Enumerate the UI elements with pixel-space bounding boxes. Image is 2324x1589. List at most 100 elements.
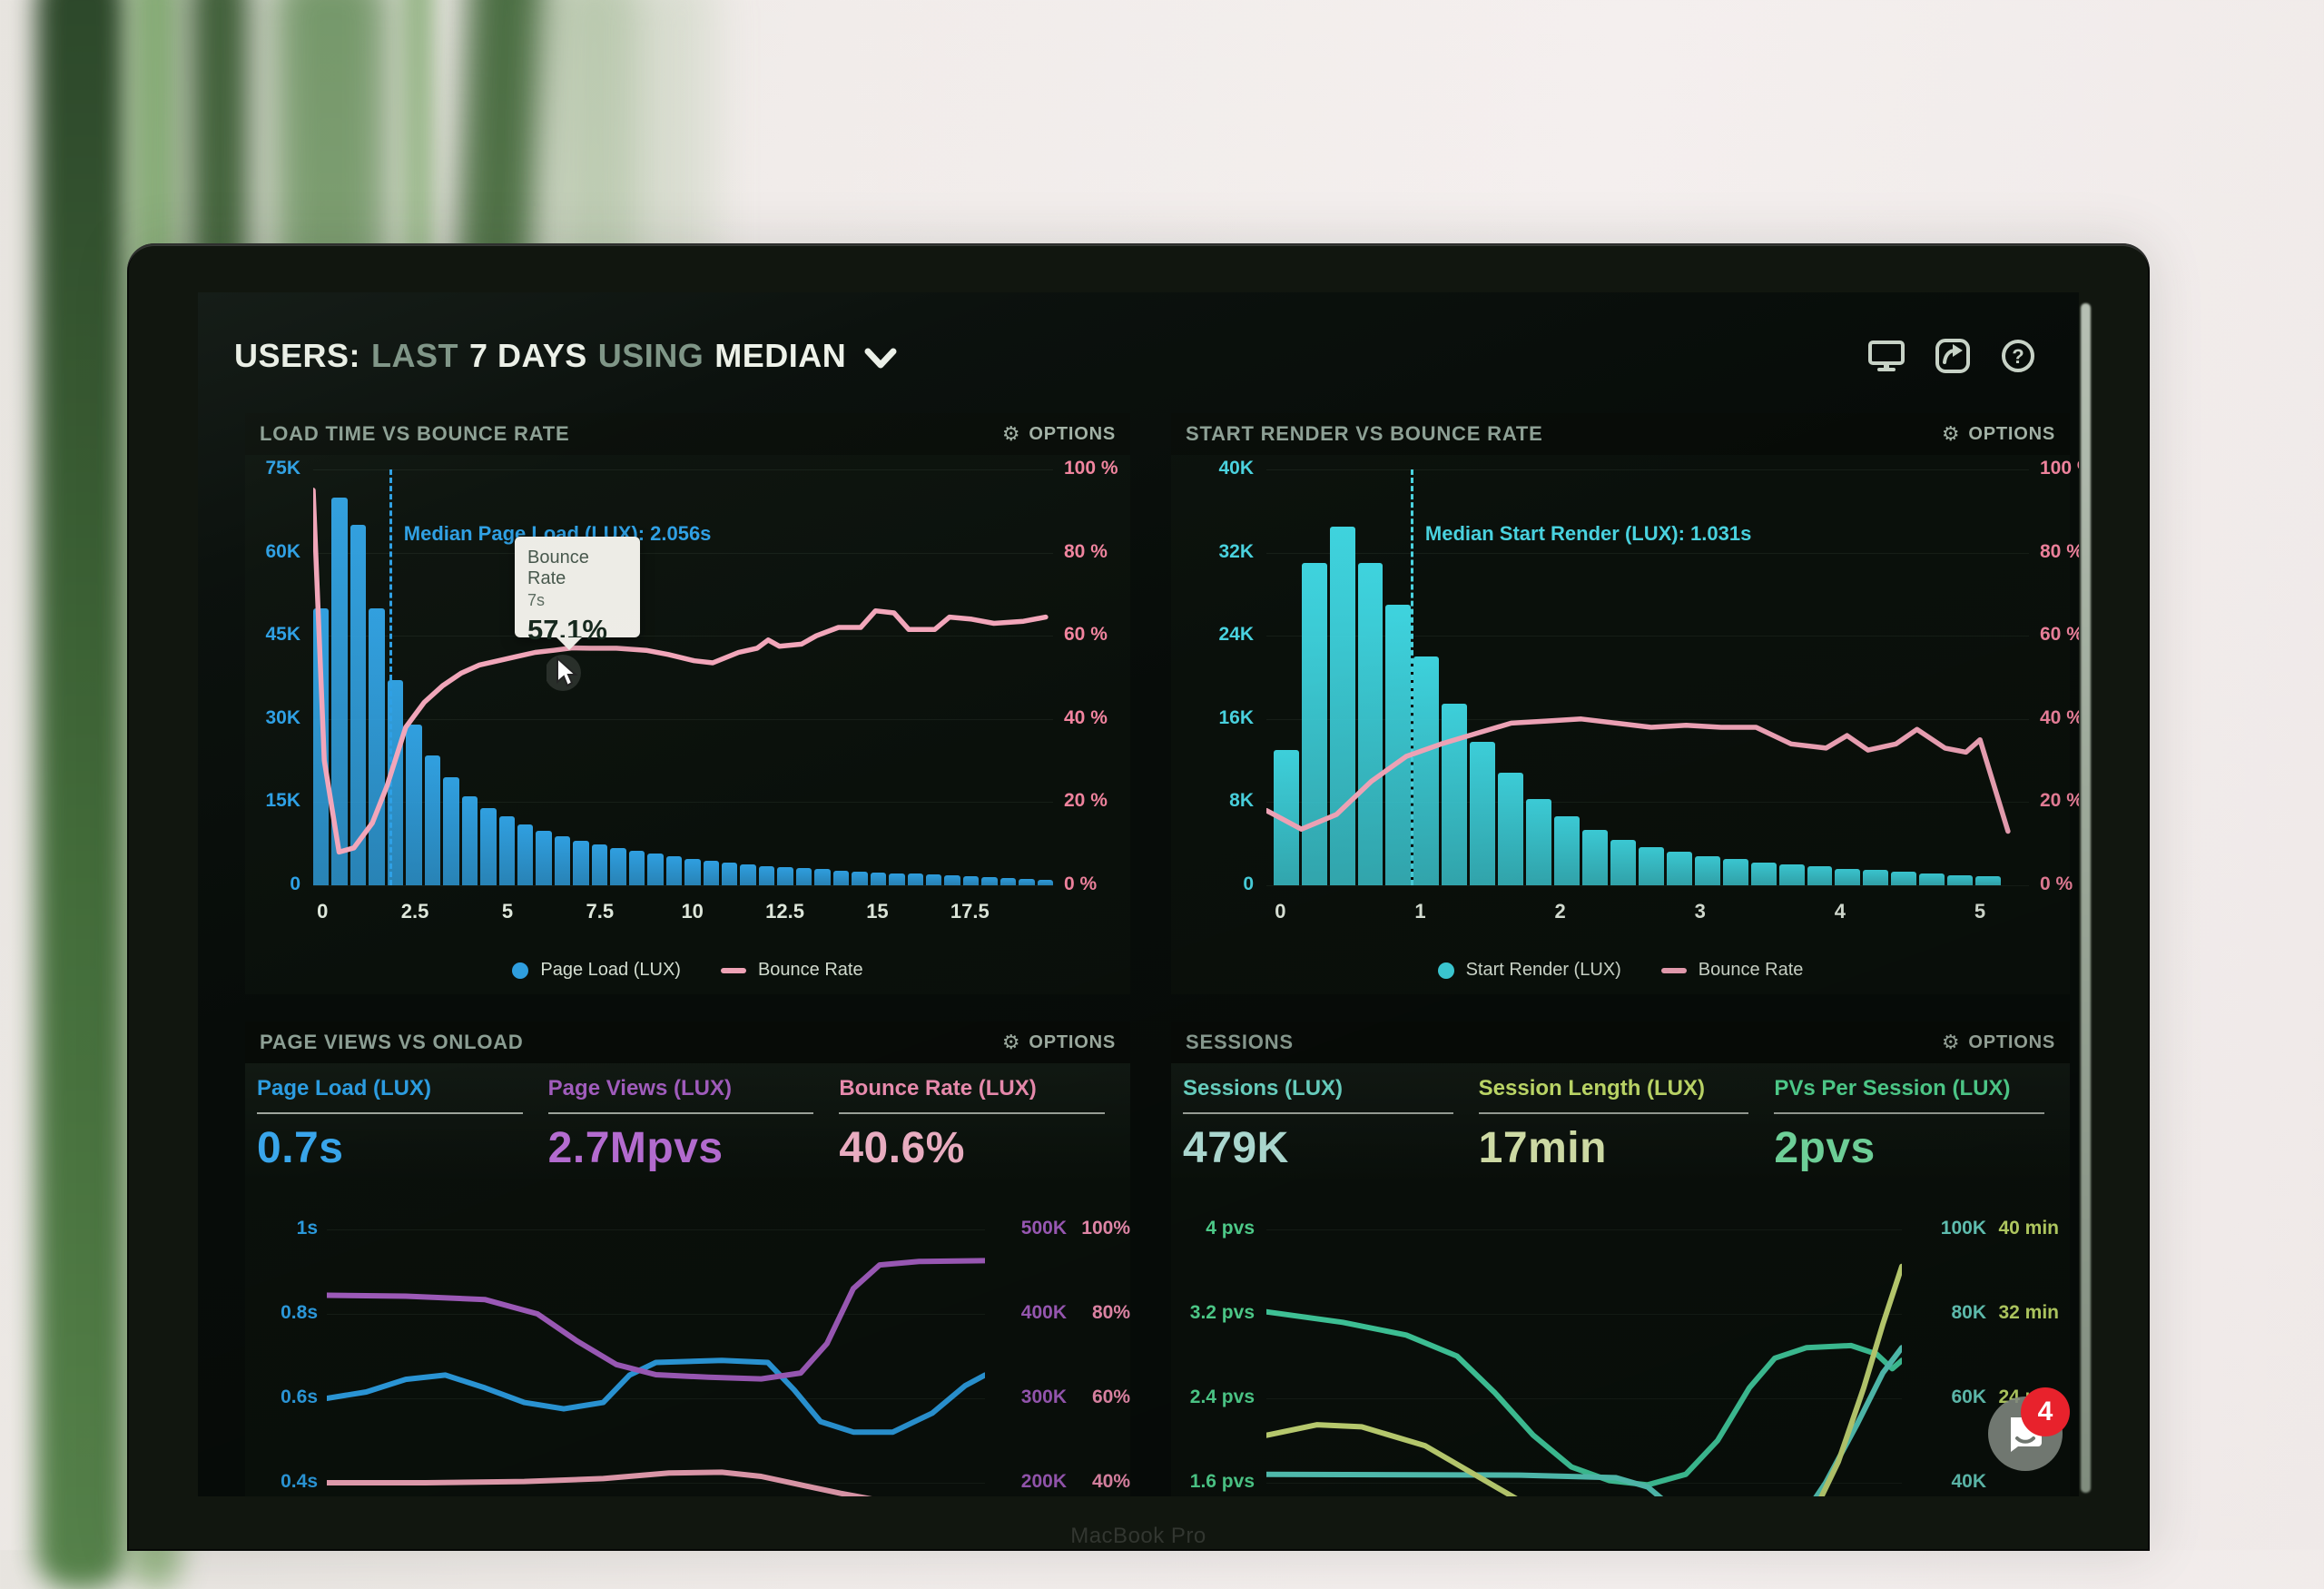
gridline bbox=[313, 885, 1053, 886]
bar bbox=[536, 831, 552, 885]
y-axis-tick-left: 0 bbox=[290, 873, 300, 894]
gridline bbox=[313, 552, 1053, 554]
bar bbox=[852, 871, 868, 885]
y-axis-tick-right: 20 % bbox=[2040, 790, 2079, 812]
tooltip-series: Bounce Rate bbox=[527, 548, 589, 588]
bar bbox=[758, 865, 775, 885]
y-axis-tick-right: 100 % bbox=[2040, 458, 2079, 479]
display-icon[interactable] bbox=[1868, 340, 1905, 372]
y-axis-tick-left: 2.4 pvs bbox=[1189, 1387, 1255, 1407]
laptop: USERS: LAST 7 DAYS USING MEDIAN ? LOAD T… bbox=[127, 243, 2150, 1551]
y-axis-tick-left: 8K bbox=[1229, 790, 1254, 812]
bar bbox=[814, 869, 831, 885]
y-axis-tick-right: 40 % bbox=[1064, 706, 1108, 728]
median-label: Median Start Render (LUX): 1.031s bbox=[1424, 522, 1752, 545]
x-axis-tick: 2 bbox=[1554, 900, 1566, 923]
y-axis-tick-right-1: 40K bbox=[1951, 1471, 1986, 1492]
legend-swatch bbox=[1437, 962, 1454, 979]
y-axis-tick-right-2: 80% bbox=[1091, 1302, 1130, 1323]
bar bbox=[740, 864, 756, 885]
y-axis-tick-right-1: 80K bbox=[1951, 1302, 1986, 1323]
bar bbox=[795, 868, 812, 885]
y-axis-tick-right-1: 300K bbox=[1020, 1387, 1067, 1407]
y-axis-tick-left: 45K bbox=[265, 624, 300, 646]
users-range-dropdown[interactable]: USERS: LAST 7 DAYS USING MEDIAN bbox=[234, 337, 897, 375]
unread-badge: 4 bbox=[2021, 1387, 2070, 1436]
metric: Sessions (LUX) 479K bbox=[1183, 1076, 1475, 1183]
bar bbox=[721, 862, 738, 885]
plot-area bbox=[327, 1218, 985, 1496]
chevron-down-icon bbox=[864, 348, 897, 369]
tooltip-x-value: 7s bbox=[527, 591, 546, 609]
gridline bbox=[327, 1483, 985, 1484]
svg-text:?: ? bbox=[2012, 345, 2024, 368]
y-axis-tick-right: 60 % bbox=[1064, 624, 1108, 646]
options-button[interactable]: ⚙ OPTIONS bbox=[1002, 1032, 1116, 1053]
x-axis-tick: 4 bbox=[1834, 900, 1846, 923]
help-icon[interactable]: ? bbox=[2001, 339, 2035, 373]
y-axis-tick-right-2: 40 min bbox=[1998, 1218, 2059, 1239]
y-axis-tick-left: 3.2 pvs bbox=[1189, 1302, 1255, 1323]
y-axis-tick-right: 20 % bbox=[1064, 790, 1108, 812]
options-button[interactable]: ⚙ OPTIONS bbox=[1942, 1032, 2055, 1053]
metric-label: PVs Per Session (LUX) bbox=[1774, 1076, 2011, 1100]
bar bbox=[1666, 852, 1692, 885]
header-title-segment: USERS: bbox=[234, 337, 361, 374]
bar bbox=[1891, 872, 1917, 885]
screen-edge-reflection bbox=[2081, 303, 2091, 1493]
y-axis-tick-right-2: 32 min bbox=[1998, 1302, 2059, 1323]
bar bbox=[1835, 868, 1861, 885]
legend-swatch bbox=[512, 962, 529, 979]
y-axis-tick-right-2: 40% bbox=[1091, 1471, 1130, 1492]
metric-value: 2.7Mpvs bbox=[547, 1124, 724, 1172]
y-axis-tick-right-1: 200K bbox=[1020, 1471, 1067, 1492]
gridline bbox=[313, 636, 1053, 637]
bar bbox=[610, 848, 626, 885]
mouse-cursor bbox=[547, 655, 581, 691]
bar bbox=[1778, 864, 1805, 885]
plot-area: Median Page Load (LUX): 2.056s bbox=[313, 469, 1054, 886]
bar bbox=[1582, 830, 1608, 885]
bar bbox=[684, 858, 701, 885]
x-axis-tick: 3 bbox=[1694, 900, 1706, 923]
bar bbox=[647, 854, 664, 885]
metric-row: Page Load (LUX) 0.7s Page Views (LUX) 2.7Mp… bbox=[245, 1063, 1130, 1183]
options-button[interactable]: ⚙ OPTIONS bbox=[1942, 424, 2055, 445]
bar bbox=[1470, 742, 1496, 885]
bar bbox=[889, 873, 905, 885]
y-axis-tick-right: 100 % bbox=[1064, 458, 1118, 479]
bar bbox=[1526, 798, 1552, 885]
y-axis-tick-left: 0.4s bbox=[281, 1471, 318, 1492]
y-axis-tick-right: 80 % bbox=[1064, 540, 1108, 562]
share-icon[interactable] bbox=[1935, 339, 1970, 373]
metric-label: Bounce Rate (LUX) bbox=[839, 1076, 1037, 1100]
panel-title-bar: START RENDER VS BOUNCE RATE ⚙ OPTIONS bbox=[1171, 413, 2070, 455]
gridline bbox=[1266, 1398, 1902, 1399]
bar-chart: Median Start Render (LUX): 1.031s 40K 100… bbox=[1171, 455, 2079, 994]
bar bbox=[1037, 880, 1054, 885]
bar bbox=[498, 815, 515, 885]
header-title-segment: 7 DAYS bbox=[469, 337, 587, 374]
bar bbox=[1413, 656, 1440, 885]
bar bbox=[331, 497, 348, 885]
bar bbox=[1498, 773, 1524, 885]
panel-page-views-vs-onload: PAGE VIEWS VS ONLOAD ⚙ OPTIONS Page Load… bbox=[245, 1022, 1130, 1496]
bar bbox=[981, 876, 998, 885]
metric-divider bbox=[1478, 1112, 1749, 1114]
line-series-group bbox=[327, 1258, 985, 1496]
bar bbox=[406, 724, 422, 885]
chat-launcher-button[interactable]: 4 bbox=[1988, 1387, 2070, 1471]
gridline bbox=[1266, 885, 2029, 886]
y-axis-tick-right: 40 % bbox=[2040, 706, 2079, 728]
y-axis-tick-left: 0.8s bbox=[281, 1302, 318, 1323]
gear-icon: ⚙ bbox=[1001, 422, 1021, 445]
metric-label: Page Views (LUX) bbox=[547, 1076, 732, 1100]
bar bbox=[944, 875, 960, 885]
line-chart: Sessions (LUX) 479K Session Length (LUX) 17… bbox=[1171, 1063, 2070, 1496]
gridline bbox=[327, 1314, 985, 1315]
metric: PVs Per Session (LUX) 2pvs bbox=[1774, 1076, 2066, 1183]
legend-item: Bounce Rate bbox=[720, 960, 863, 981]
options-button[interactable]: ⚙ OPTIONS bbox=[1002, 424, 1116, 445]
bar bbox=[1000, 877, 1017, 885]
